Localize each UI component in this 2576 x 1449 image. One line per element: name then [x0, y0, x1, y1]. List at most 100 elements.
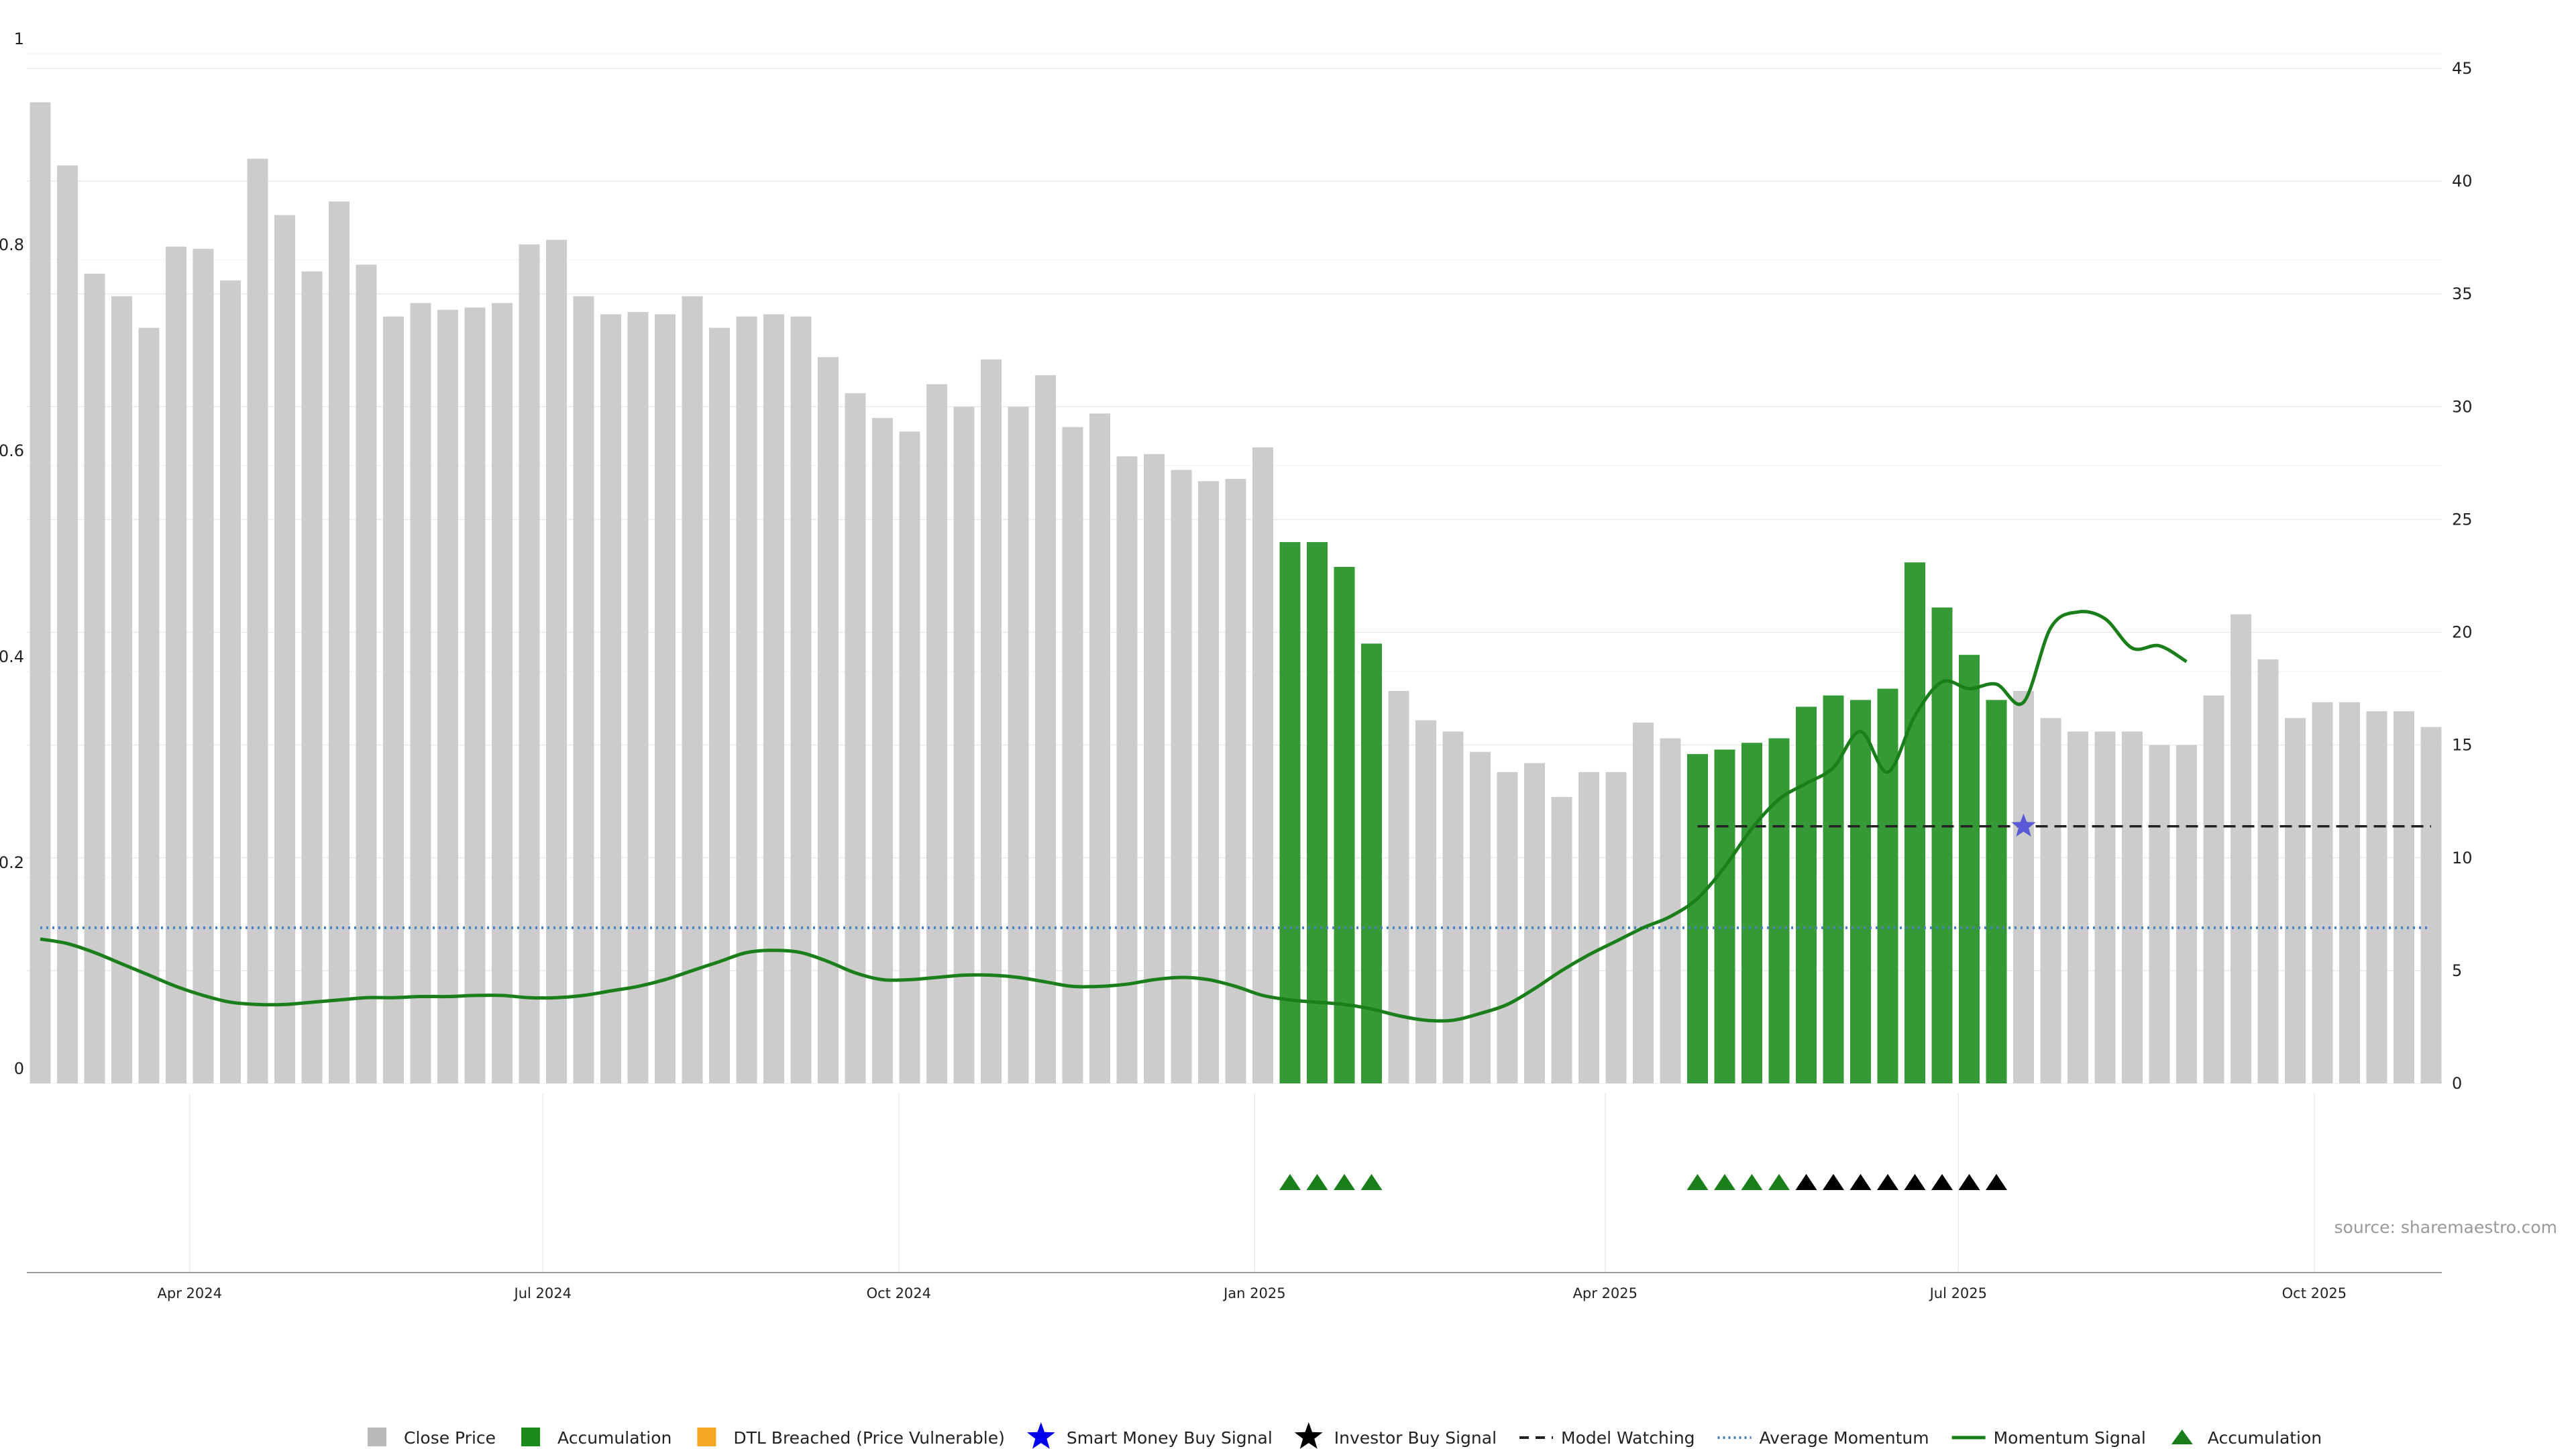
close-price-bar [1171, 470, 1192, 1083]
close-price-bar [247, 158, 268, 1083]
close-price-bar [1633, 722, 1654, 1083]
legend-label: Smart Money Buy Signal [1067, 1428, 1273, 1448]
close-price-bar [1008, 407, 1029, 1083]
close-price-bar [2366, 711, 2387, 1083]
accumulation-bar [1904, 562, 1925, 1083]
close-price-bar [573, 296, 594, 1083]
right-axis-tick-label: 15 [2452, 736, 2473, 755]
close-price-bar [356, 264, 377, 1084]
right-axis-tick-label: 45 [2452, 59, 2473, 78]
right-axis-tick-label: 5 [2452, 961, 2462, 980]
investor-marker [1904, 1174, 1926, 1190]
accumulation-bar [1714, 749, 1735, 1083]
accumulation-marker [1741, 1174, 1763, 1190]
legend-triangle-icon [2171, 1430, 2193, 1444]
right-axis-tick-label: 20 [2452, 623, 2473, 642]
close-price-bar [437, 309, 458, 1083]
close-price-bar [1062, 427, 1083, 1083]
legend-item: Average Momentum [1717, 1428, 1929, 1448]
legend: Close Price Accumulation DTL Breached (Pri… [368, 1422, 2322, 1449]
left-axis-tick-label: 1 [14, 30, 24, 48]
close-price-bar [111, 296, 132, 1083]
right-axis-tick-label: 30 [2452, 397, 2473, 416]
legend-label: Accumulation [2208, 1428, 2322, 1448]
close-price-bar [1388, 690, 1409, 1083]
right-axis-tick-label: 40 [2452, 172, 2473, 191]
close-price-bar [818, 357, 839, 1083]
right-axis-tick-label: 25 [2452, 510, 2473, 529]
indicator-lines [40, 610, 2431, 1023]
left-axis-tick-label: 0.4 [0, 647, 24, 666]
close-price-bar [1524, 763, 1545, 1083]
legend-item: Model Watching [1519, 1428, 1695, 1448]
accumulation-marker [1714, 1174, 1735, 1190]
x-axis-tick-label: Apr 2025 [1573, 1285, 1638, 1301]
accumulation-bar [1823, 695, 1844, 1083]
close-price-bar [2176, 745, 2197, 1083]
accumulation-bar [1361, 643, 1382, 1083]
investor-marker [1849, 1174, 1872, 1190]
x-axis-tick-label: Jul 2024 [513, 1285, 572, 1301]
x-axis-tick-label: Apr 2024 [158, 1285, 222, 1301]
legend-item: DTL Breached (Price Vulnerable) [697, 1428, 1005, 1448]
x-axis-tick-label: Oct 2025 [2282, 1285, 2347, 1301]
accumulation-bar [1877, 688, 1898, 1083]
x-axis-tick-label: Oct 2024 [867, 1285, 931, 1301]
close-price-bar [138, 327, 160, 1084]
close-price-bar [872, 418, 893, 1083]
close-price-bar [301, 271, 323, 1084]
close-price-bar [2122, 731, 2143, 1083]
close-price-bar [274, 215, 295, 1083]
legend-star-icon [1026, 1422, 1055, 1449]
legend-item: Close Price [368, 1428, 496, 1448]
close-price-bar [2285, 718, 2306, 1083]
close-price-bar [953, 407, 975, 1083]
close-price-bar [30, 102, 51, 1083]
close-price-bar [1551, 796, 1572, 1083]
close-price-bar [329, 201, 350, 1084]
accumulation-bar [1931, 607, 1953, 1083]
close-price-bar [1442, 731, 1464, 1083]
close-price-bar [220, 280, 241, 1084]
close-price-bar [1415, 720, 1436, 1083]
accumulation-marker [1686, 1174, 1709, 1190]
close-price-bar [682, 296, 703, 1083]
close-price-bar [2420, 727, 2442, 1083]
close-price-bar [655, 314, 676, 1084]
accumulation-bar [1959, 655, 1980, 1083]
legend-item: Momentum Signal [1951, 1428, 2146, 1448]
legend-item: Smart Money Buy Signal [1026, 1422, 1273, 1449]
investor-marker [1986, 1174, 2007, 1190]
investor-marker [1958, 1174, 1980, 1190]
close-price-bar [1225, 478, 1246, 1083]
legend-label: Model Watching [1561, 1428, 1695, 1448]
close-price-bar [1144, 453, 1165, 1083]
close-price-bar [2339, 702, 2360, 1083]
close-price-bar [2231, 614, 2251, 1083]
close-price-bar [519, 244, 540, 1084]
close-price-bar [546, 239, 567, 1083]
accumulation-bar [1279, 542, 1301, 1083]
source-label: source: sharemaestro.com [2334, 1218, 2558, 1237]
close-price-bar [845, 393, 866, 1084]
right-axis-tick-label: 10 [2452, 849, 2473, 867]
accumulation-marker [1334, 1174, 1355, 1190]
close-price-bar [166, 246, 186, 1083]
left-axis-tick-label: 0.8 [0, 235, 24, 254]
left-axis-tick-label: 0.2 [0, 853, 24, 872]
close-price-bar [2257, 659, 2279, 1083]
close-price-bar [1116, 456, 1138, 1083]
close-price-bar [383, 316, 404, 1083]
legend-star-icon [1294, 1422, 1323, 1449]
signal-markers [1279, 813, 2036, 1190]
close-price-bar [790, 316, 812, 1083]
close-price-bar [899, 431, 920, 1083]
close-price-bar [1035, 375, 1056, 1083]
legend-item: Accumulation [2171, 1428, 2322, 1448]
close-price-bar [492, 303, 513, 1083]
close-price-bar [736, 316, 757, 1083]
x-axis-tick-label: Jan 2025 [1222, 1285, 1286, 1301]
legend-label: Average Momentum [1760, 1428, 1929, 1448]
